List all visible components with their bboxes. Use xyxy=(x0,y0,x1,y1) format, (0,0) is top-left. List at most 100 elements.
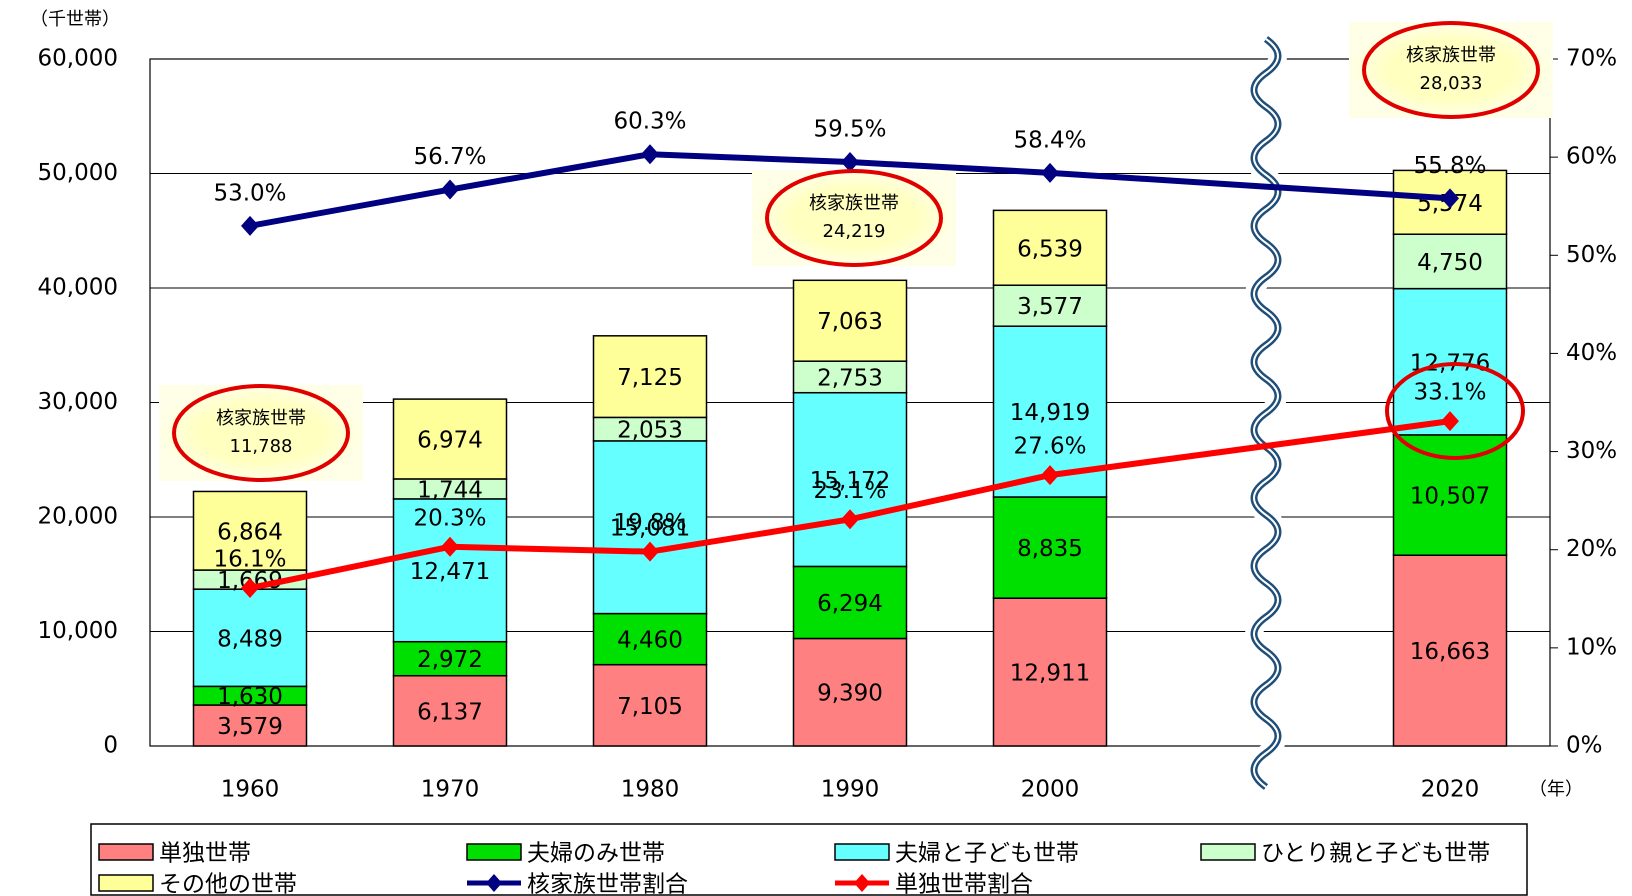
bar-value-label: 7,063 xyxy=(817,309,883,335)
line-value-label: 33.1% xyxy=(1413,380,1486,406)
bar-value-label: 6,294 xyxy=(817,591,883,617)
bar-value-label: 14,919 xyxy=(1010,400,1090,426)
legend-swatch xyxy=(1200,843,1256,861)
bar-value-label: 4,750 xyxy=(1417,250,1483,276)
bar-segment xyxy=(392,398,508,480)
line-marker xyxy=(241,577,259,598)
bar-segment xyxy=(1392,287,1508,436)
legend-label: ひとり親と子ども世帯 xyxy=(1261,841,1490,867)
legend-swatch xyxy=(98,843,154,861)
bar-value-label: 2,053 xyxy=(617,418,683,444)
line xyxy=(249,418,1451,591)
y2-tick-label: 0% xyxy=(1566,733,1603,759)
bar-segment xyxy=(592,440,708,615)
bar-value-label: 6,539 xyxy=(1017,236,1083,262)
annotation-title: 核家族世帯 xyxy=(1406,45,1496,66)
bar-value-label: 12,911 xyxy=(1010,661,1090,687)
line-marker xyxy=(441,536,459,557)
line-value-label: 20.3% xyxy=(413,505,486,531)
bar-segment xyxy=(992,209,1108,286)
bar-segment xyxy=(792,391,908,568)
annotation-glow xyxy=(752,170,956,266)
bar-segment xyxy=(1392,554,1508,747)
annotation-title: 核家族世帯 xyxy=(809,193,899,214)
line-value-label: 27.6% xyxy=(1013,434,1086,460)
line-value-label: 60.3% xyxy=(613,109,686,135)
bar-segment xyxy=(792,565,908,640)
annotation-title: 核家族世帯 xyxy=(216,408,306,429)
bar-segment xyxy=(792,279,908,362)
x-tick-label: 2020 xyxy=(1421,777,1480,803)
bar-value-label: 2,753 xyxy=(817,365,883,391)
annotation-ellipse xyxy=(765,169,943,267)
legend-label: 夫婦と子ども世帯 xyxy=(895,841,1079,867)
line-marker xyxy=(441,179,459,200)
bar-value-label: 15,081 xyxy=(610,516,690,542)
annotation-ellipse xyxy=(172,384,350,482)
x-tick-label: 1970 xyxy=(421,777,480,803)
x-tick-label: 1960 xyxy=(221,777,280,803)
line-marker xyxy=(641,144,659,165)
legend-swatch xyxy=(98,874,154,892)
line-marker xyxy=(641,541,659,562)
bar-segment xyxy=(192,490,308,571)
y2-tick-label: 10% xyxy=(1566,634,1617,660)
line-value-label: 55.8% xyxy=(1413,153,1486,179)
bar-value-label: 1,744 xyxy=(417,477,483,503)
bar-value-label: 12,471 xyxy=(410,559,490,585)
line-value-label: 58.4% xyxy=(1013,127,1086,153)
y2-tick-label: 70% xyxy=(1566,46,1617,72)
line-marker xyxy=(1441,411,1459,432)
line-marker xyxy=(841,152,859,173)
legend-label: 単独世帯 xyxy=(159,841,251,867)
bar-value-label: 9,390 xyxy=(817,681,883,707)
y-tick-label: 0 xyxy=(103,733,118,759)
annotation-label: 11,788 xyxy=(230,436,293,457)
legend-swatch xyxy=(466,843,522,861)
annotation-ellipse xyxy=(1362,21,1540,119)
legend-box xyxy=(90,823,1528,896)
bar-value-label: 7,105 xyxy=(617,694,683,720)
bar-value-label: 2,972 xyxy=(417,647,483,673)
y-tick-label: 10,000 xyxy=(38,618,118,644)
bar-value-label: 4,460 xyxy=(617,628,683,654)
bar-segment xyxy=(392,640,508,677)
y2-tick-label: 60% xyxy=(1566,144,1617,170)
bar-value-label: 3,579 xyxy=(217,714,283,740)
bar-value-label: 16,663 xyxy=(1410,639,1490,665)
y2-tick-label: 30% xyxy=(1566,438,1617,464)
annotation-label: 24,219 xyxy=(823,221,886,242)
bar-segment xyxy=(392,498,508,643)
legend-marker xyxy=(854,874,870,892)
annotation-label: 28,033 xyxy=(1420,73,1483,94)
bar-value-label: 10,507 xyxy=(1410,484,1490,510)
bar-value-label: 8,489 xyxy=(217,626,283,652)
axis-break xyxy=(1253,38,1279,788)
y-axis-unit: （千世帯） xyxy=(30,9,120,30)
x-tick-label: 1980 xyxy=(621,777,680,803)
bar-value-label: 6,864 xyxy=(217,519,283,545)
bar-segment xyxy=(792,637,908,747)
x-tick-label: 2000 xyxy=(1021,777,1080,803)
y-tick-label: 50,000 xyxy=(38,160,118,186)
y2-tick-label: 20% xyxy=(1566,536,1617,562)
line-marker xyxy=(1041,162,1059,183)
bar-segment xyxy=(592,335,708,419)
y-tick-label: 30,000 xyxy=(38,389,118,415)
legend-label: その他の世帯 xyxy=(159,872,297,896)
line-value-label: 56.7% xyxy=(413,144,486,170)
x-tick-label: 1990 xyxy=(821,777,880,803)
y2-tick-label: 40% xyxy=(1566,340,1617,366)
line-value-label: 19.8% xyxy=(613,510,686,536)
bar-segment xyxy=(992,284,1108,327)
line-marker xyxy=(1441,188,1459,209)
bar-value-label: 6,137 xyxy=(417,699,483,725)
line-marker xyxy=(841,509,859,530)
bar-segment xyxy=(992,597,1108,747)
line xyxy=(249,151,1451,229)
highlight-ellipse xyxy=(1385,362,1525,460)
legend-label: 核家族世帯割合 xyxy=(527,872,688,896)
line-value-label: 59.5% xyxy=(813,117,886,143)
